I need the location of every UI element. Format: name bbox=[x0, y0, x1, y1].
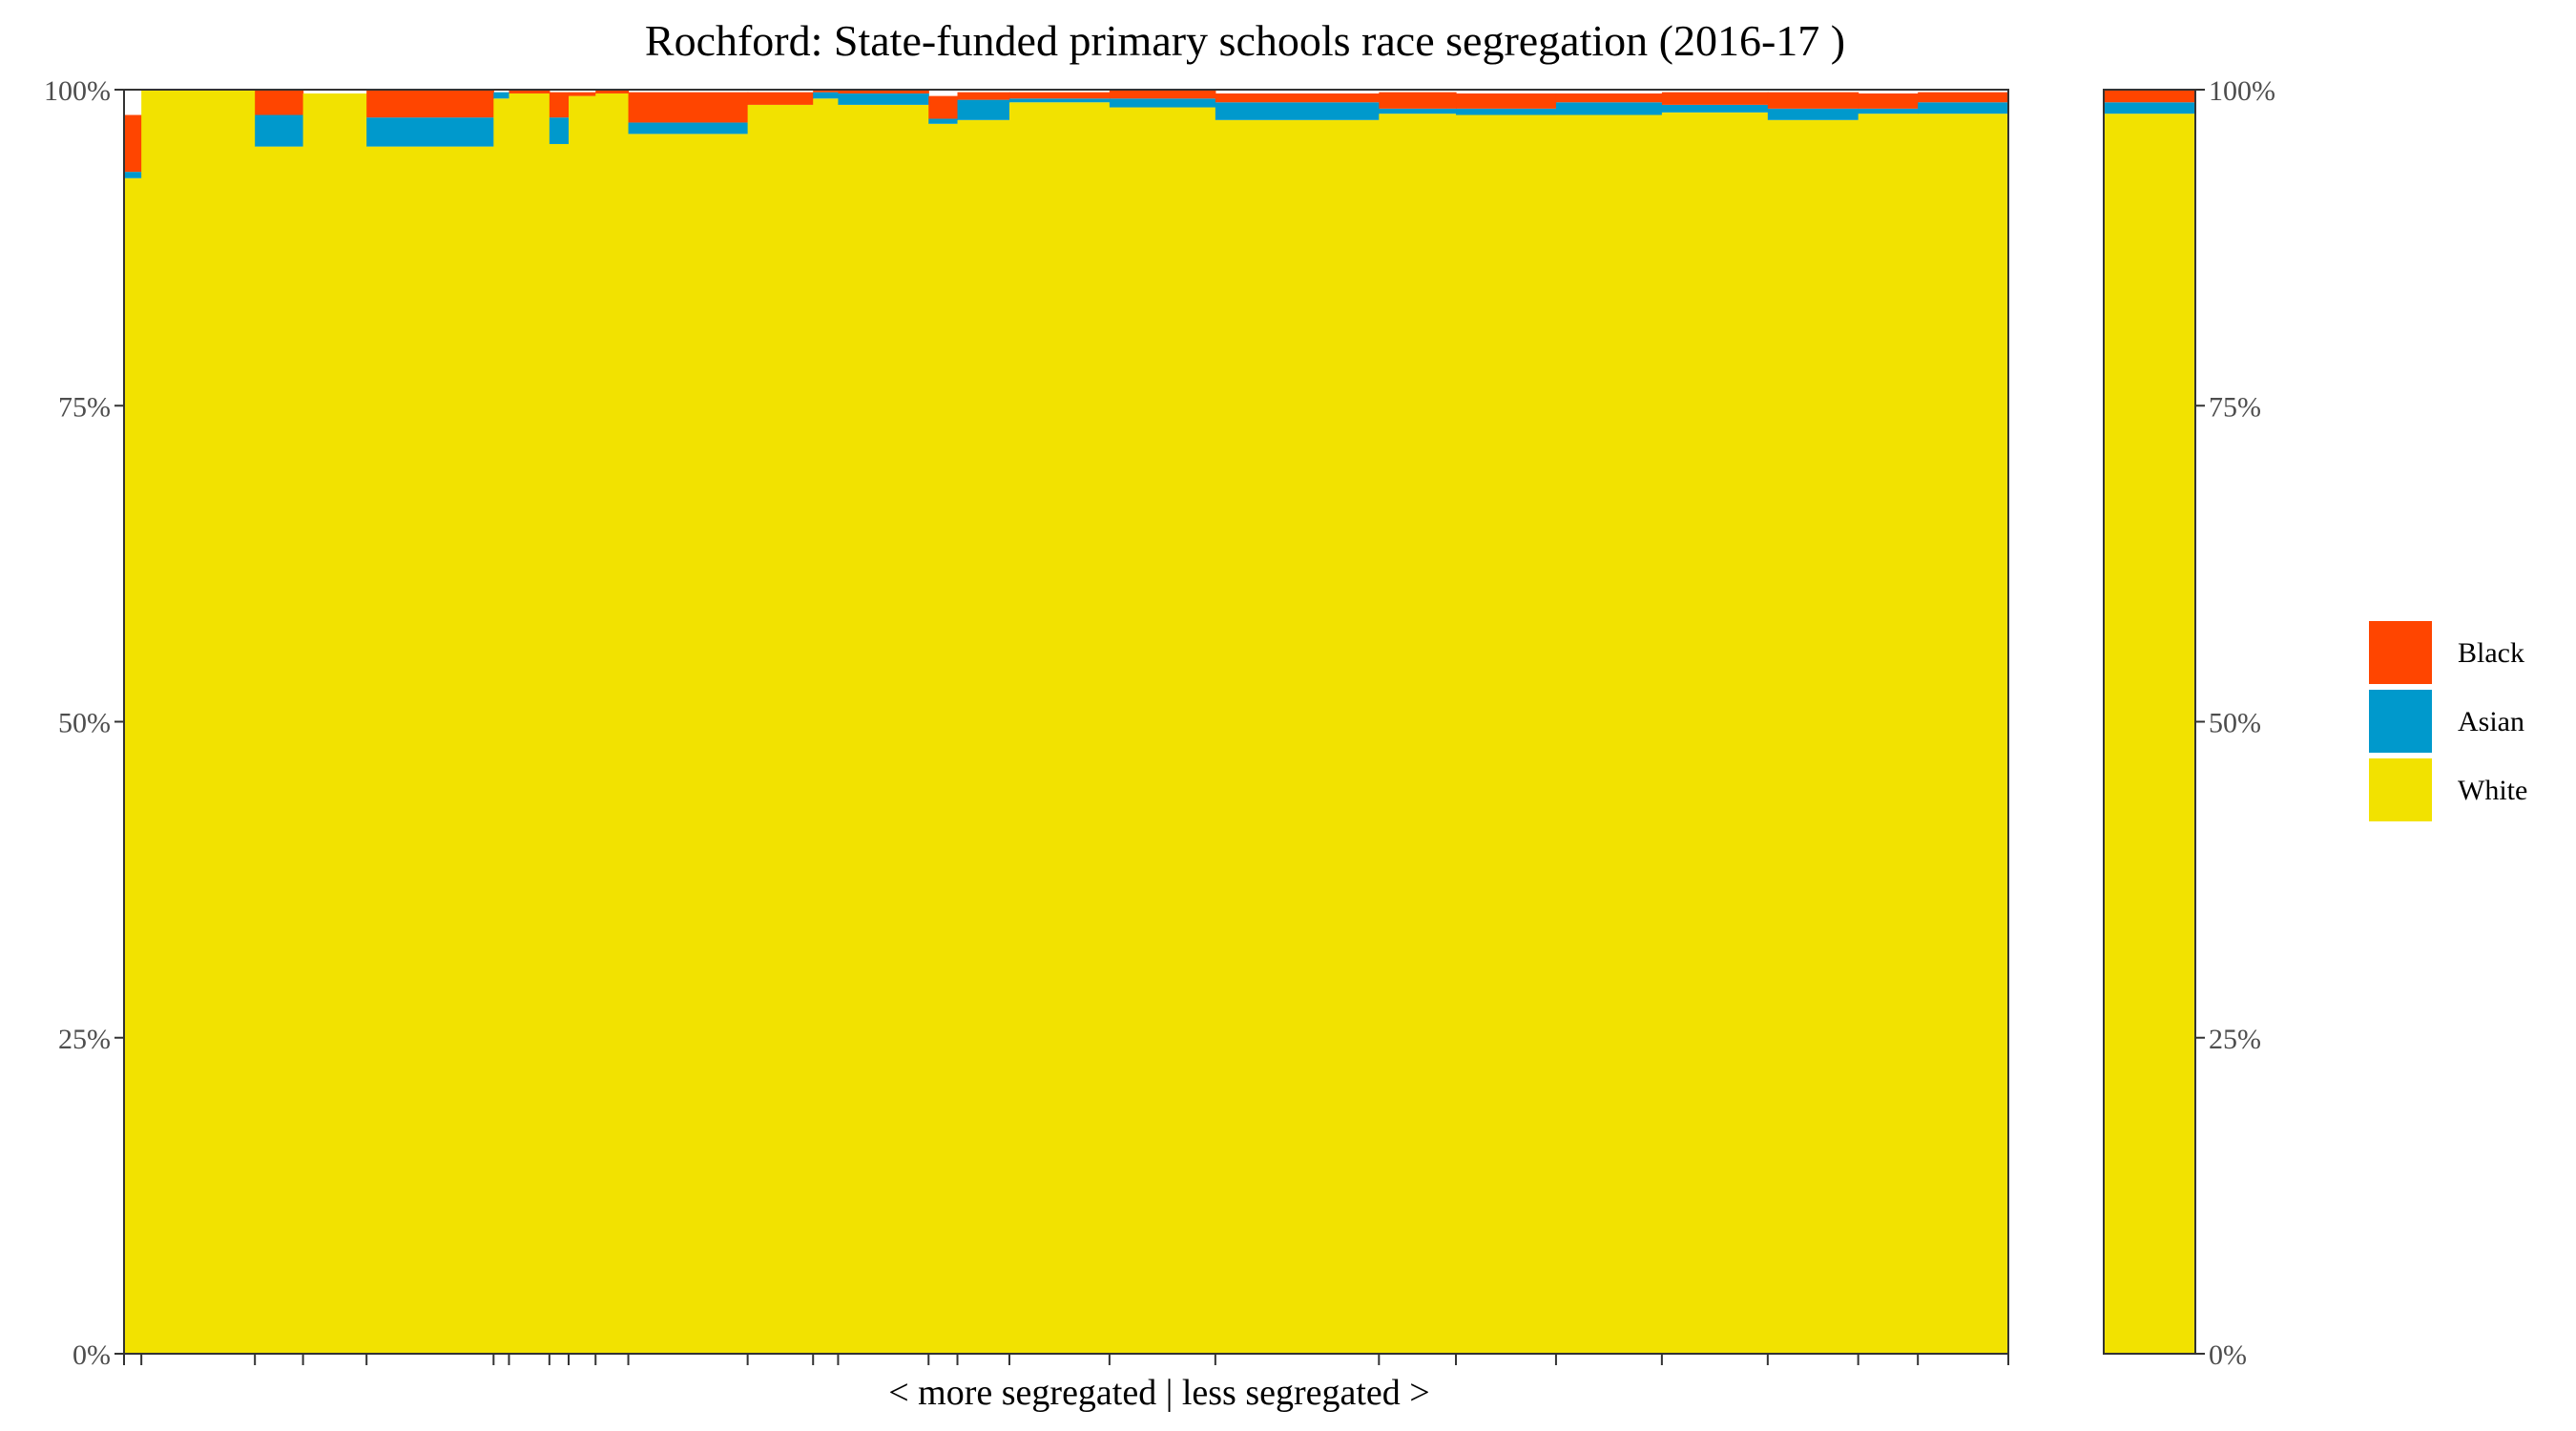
bar-segment-white-15 bbox=[957, 119, 1010, 1354]
legend-label-black: Black bbox=[2458, 637, 2524, 669]
y-tick-label-right-0: 0% bbox=[2209, 1339, 2247, 1371]
y-tick-label-left-3: 75% bbox=[58, 391, 111, 423]
bar-segment-black-22 bbox=[1661, 92, 1769, 105]
bar-segment-white-4 bbox=[366, 146, 494, 1355]
y-tick-label-right-3: 75% bbox=[2209, 391, 2261, 423]
bar-segment-white-25 bbox=[1918, 114, 2009, 1354]
bar-segment-asian-overall bbox=[2104, 102, 2196, 114]
bar-segment-asian-18 bbox=[1215, 102, 1380, 120]
bar-segment-black-21 bbox=[1555, 93, 1663, 103]
legend: Black Asian White bbox=[2369, 621, 2527, 821]
bar-segment-black-overall bbox=[2104, 90, 2196, 103]
bar-segment-black-14 bbox=[928, 95, 959, 119]
bar-segment-asian-14 bbox=[928, 118, 959, 124]
bar-segment-white-14 bbox=[928, 123, 959, 1354]
x-axis-ticks bbox=[123, 1354, 2009, 1365]
bar-segment-asian-23 bbox=[1767, 108, 1859, 120]
bar-segment-asian-25 bbox=[1918, 102, 2009, 114]
bar-segment-black-8 bbox=[569, 92, 596, 96]
bar-segment-white-19 bbox=[1379, 114, 1457, 1354]
overall-bar bbox=[2104, 90, 2196, 1354]
bar-segment-asian-0 bbox=[124, 172, 142, 178]
bar-segment-white-17 bbox=[1109, 107, 1216, 1354]
legend-swatch-asian bbox=[2369, 690, 2432, 753]
bar-segment-black-7 bbox=[549, 92, 570, 118]
bar-segment-white-3 bbox=[302, 93, 367, 1355]
legend-label-asian: Asian bbox=[2458, 706, 2524, 737]
bar-segment-black-2 bbox=[255, 90, 304, 115]
chart-title: Rochford: State-funded primary schools r… bbox=[645, 16, 1845, 65]
bar-segment-white-13 bbox=[838, 104, 929, 1354]
bar-segment-white-0 bbox=[124, 177, 142, 1354]
bar-segment-black-6 bbox=[509, 90, 551, 93]
bar-segment-white-6 bbox=[509, 93, 551, 1355]
bar-segment-asian-20 bbox=[1456, 108, 1557, 115]
bar-segment-white-10 bbox=[628, 134, 749, 1355]
bar-segment-white-23 bbox=[1767, 119, 1859, 1354]
bar-segment-white-12 bbox=[813, 98, 840, 1354]
bar-segment-black-11 bbox=[747, 92, 814, 105]
bar-segment-asian-4 bbox=[366, 117, 494, 147]
y-axis-left: 0% 25% 50% 75% 100% bbox=[44, 75, 124, 1371]
bar-segment-asian-5 bbox=[493, 92, 510, 99]
bar-segment-black-16 bbox=[1008, 92, 1111, 99]
bar-segment-black-10 bbox=[628, 92, 749, 123]
bar-segment-white-21 bbox=[1555, 114, 1663, 1354]
bar-segment-asian-13 bbox=[838, 93, 929, 105]
bar-segment-white-16 bbox=[1008, 102, 1111, 1354]
bar-segment-asian-19 bbox=[1379, 108, 1457, 114]
y-tick-label-right-1: 25% bbox=[2209, 1024, 2261, 1055]
bar-segment-white-5 bbox=[493, 98, 510, 1354]
bar-segment-black-19 bbox=[1379, 92, 1457, 109]
bar-segment-black-20 bbox=[1456, 93, 1557, 109]
bar-segment-black-12 bbox=[813, 90, 840, 93]
bar-segment-black-17 bbox=[1109, 90, 1216, 99]
bar-segment-asian-2 bbox=[255, 114, 304, 147]
bar-segment-black-4 bbox=[366, 90, 494, 118]
bar-segment-asian-16 bbox=[1008, 98, 1111, 103]
bar-segment-black-24 bbox=[1858, 93, 1919, 109]
bar-segment-white-9 bbox=[595, 93, 630, 1355]
bar-segment-white-7 bbox=[549, 143, 570, 1355]
legend-swatch-white bbox=[2369, 758, 2432, 821]
bar-segment-black-15 bbox=[957, 92, 1010, 100]
bar-segment-black-25 bbox=[1918, 92, 2009, 103]
bar-segment-white-overall bbox=[2104, 114, 2196, 1354]
bar-segment-white-11 bbox=[747, 104, 814, 1354]
bar-segment-white-22 bbox=[1661, 112, 1769, 1355]
y-tick-label-left-2: 50% bbox=[58, 708, 111, 739]
bar-segment-asian-12 bbox=[813, 92, 840, 99]
y-tick-label-right-4: 100% bbox=[2209, 75, 2275, 107]
bar-segment-asian-22 bbox=[1661, 104, 1769, 113]
bar-segment-black-9 bbox=[595, 90, 630, 93]
y-tick-label-left-1: 25% bbox=[58, 1024, 111, 1055]
bar-segment-black-0 bbox=[124, 114, 142, 173]
y-tick-label-left-4: 100% bbox=[44, 75, 111, 107]
y-tick-label-right-2: 50% bbox=[2209, 708, 2261, 739]
legend-swatch-black bbox=[2369, 621, 2432, 684]
bar-segment-asian-24 bbox=[1858, 108, 1919, 114]
bar-segment-asian-21 bbox=[1555, 102, 1663, 115]
bar-segment-black-18 bbox=[1215, 93, 1380, 103]
bar-segment-asian-15 bbox=[957, 99, 1010, 120]
bar-segment-white-8 bbox=[569, 95, 596, 1355]
bar-segment-black-23 bbox=[1767, 92, 1859, 109]
bar-segment-white-24 bbox=[1858, 114, 1919, 1354]
bar-segment-white-1 bbox=[141, 90, 256, 1354]
bar-segment-white-18 bbox=[1215, 119, 1380, 1354]
y-axis-right: 0% 25% 50% 75% 100% bbox=[2195, 75, 2275, 1371]
x-axis-label: < more segregated | less segregated > bbox=[888, 1373, 1429, 1413]
bar-segment-white-2 bbox=[255, 146, 304, 1355]
bar-segment-asian-10 bbox=[628, 122, 749, 135]
bar-segment-white-20 bbox=[1456, 114, 1557, 1354]
bar-segment-asian-17 bbox=[1109, 98, 1216, 108]
y-tick-label-left-0: 0% bbox=[73, 1339, 111, 1371]
bar-segment-black-13 bbox=[838, 90, 929, 93]
bar-segment-asian-7 bbox=[549, 117, 570, 144]
school-bars bbox=[124, 90, 2009, 1355]
legend-label-white: White bbox=[2458, 775, 2527, 806]
